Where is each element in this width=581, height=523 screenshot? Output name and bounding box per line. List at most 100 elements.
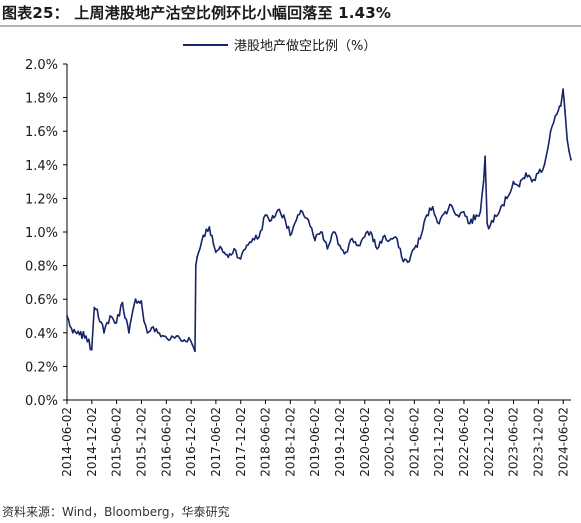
data-point (555, 113, 558, 116)
x-tick-label: 2014-12-02 (85, 407, 99, 477)
data-point (239, 258, 242, 260)
data-point (194, 350, 196, 353)
data-point (484, 155, 486, 158)
data-point (194, 264, 197, 267)
y-tick-label: 1.0% (25, 226, 58, 241)
data-point (450, 204, 453, 207)
data-point (134, 298, 137, 301)
x-tick-label: 2016-06-02 (159, 407, 173, 477)
x-tick-label: 2023-06-02 (507, 407, 521, 477)
data-point (109, 315, 111, 317)
y-tick-label: 1.6% (25, 125, 58, 140)
data-point (438, 222, 440, 225)
x-tick-label: 2020-12-02 (383, 407, 397, 477)
data-point (146, 331, 149, 334)
data-point (525, 172, 527, 175)
data-point (314, 239, 316, 242)
x-tick-label: 2018-12-02 (283, 407, 297, 477)
x-tick-label: 2021-06-02 (407, 407, 421, 477)
x-tick-label: 2022-06-02 (457, 407, 471, 477)
data-point (90, 348, 93, 351)
data-point (103, 331, 105, 334)
data-point (181, 340, 184, 343)
data-point (251, 237, 254, 240)
data-point (431, 205, 434, 208)
y-tick-label: 0.6% (25, 293, 58, 308)
x-tick-label: 2015-12-02 (134, 407, 148, 477)
data-point (369, 231, 372, 233)
data-point (382, 236, 384, 238)
x-tick-label: 2021-12-02 (432, 407, 446, 477)
data-point (518, 185, 521, 188)
data-point (150, 326, 153, 329)
data-point (264, 214, 267, 217)
data-point (512, 180, 515, 183)
data-point (295, 219, 298, 222)
series-line (66, 88, 572, 353)
data-point (157, 331, 159, 334)
x-tick-label: 2015-06-02 (110, 407, 124, 477)
data-point (506, 197, 508, 200)
data-point (500, 205, 502, 208)
y-tick-label: 0.8% (25, 260, 58, 275)
data-point (202, 234, 205, 237)
data-points (66, 88, 572, 353)
data-point (462, 210, 465, 213)
data-point (169, 338, 172, 341)
data-point (208, 226, 211, 228)
data-point (307, 219, 310, 222)
y-tick-label: 0.4% (25, 327, 58, 342)
x-tick-label: 2024-06-02 (556, 407, 570, 477)
x-tick-label: 2017-12-02 (234, 407, 248, 477)
data-point (345, 251, 347, 254)
data-point (566, 138, 569, 141)
y-tick-label: 0.0% (25, 394, 58, 409)
data-point (78, 333, 81, 336)
x-tick-label: 2022-12-02 (482, 407, 496, 477)
title-rule (0, 25, 581, 27)
data-point (413, 247, 416, 250)
data-point (282, 214, 285, 217)
source-note: 资料来源：Wind，Bloomberg，华泰研究 (2, 505, 230, 519)
data-point (245, 244, 248, 247)
data-point (406, 261, 409, 264)
data-point (363, 236, 366, 238)
data-point (487, 227, 490, 230)
data-point (191, 343, 194, 346)
data-point (479, 210, 482, 213)
data-point (258, 236, 260, 238)
data-point (115, 321, 118, 324)
figure-title: 图表25： 上周港股地产沽空比例环比小幅回落至 1.43% (2, 4, 392, 22)
data-point (468, 222, 471, 225)
data-point (140, 300, 143, 302)
data-point (456, 214, 459, 217)
data-point (531, 180, 533, 183)
y-tick-label: 0.2% (25, 360, 58, 375)
data-point (549, 130, 552, 133)
data-point (96, 308, 99, 311)
data-point (394, 236, 397, 238)
data-point (444, 210, 447, 213)
y-tick-label: 1.8% (25, 92, 58, 107)
data-point (537, 172, 540, 175)
data-point (270, 219, 273, 222)
data-point (175, 335, 178, 338)
data-point (543, 163, 546, 166)
data-point (220, 247, 223, 250)
x-axis: 2014-06-02 2014-12-02 2015-06-02 2015-12-02… (60, 399, 571, 477)
y-tick-label: 2.0% (25, 58, 58, 73)
data-point (559, 105, 562, 107)
data-point (351, 237, 353, 240)
data-point (85, 335, 87, 338)
data-point (425, 214, 428, 217)
data-point (564, 110, 566, 112)
x-tick-label: 2017-06-02 (209, 407, 223, 477)
x-tick-label: 2018-06-02 (258, 407, 272, 477)
data-point (121, 301, 124, 304)
data-point (475, 214, 478, 217)
x-tick-label: 2019-12-02 (333, 407, 347, 477)
y-axis: 2.0% 1.8% 1.6% 1.4% 1.2% 1.0% 0.8% 0.6% 0.4% 0.2%… (25, 58, 68, 409)
data-point (214, 251, 217, 254)
data-point (376, 247, 378, 250)
